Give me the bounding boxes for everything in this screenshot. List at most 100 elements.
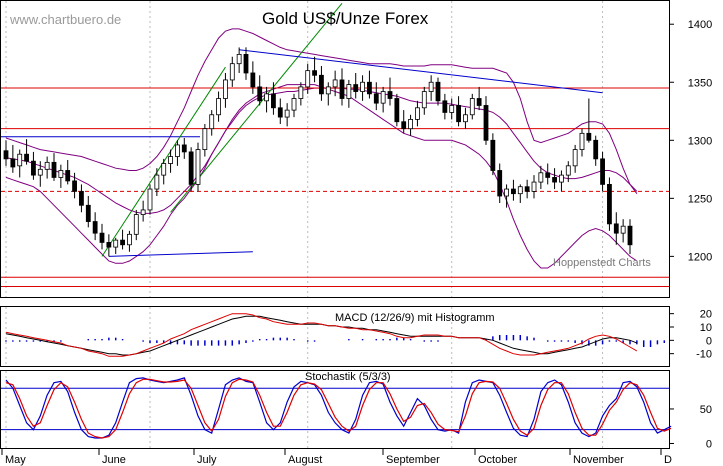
candle xyxy=(37,161,43,187)
candle-body xyxy=(113,239,119,248)
candle-body xyxy=(524,186,530,192)
candle xyxy=(511,179,516,201)
candle-body xyxy=(586,132,592,141)
candle xyxy=(408,114,413,136)
candle-body xyxy=(380,91,386,104)
candle xyxy=(332,70,338,97)
candle xyxy=(387,77,393,106)
candle xyxy=(579,128,585,157)
candle-body xyxy=(552,177,557,183)
candle xyxy=(175,140,180,166)
candle-body xyxy=(394,98,400,123)
candle xyxy=(428,75,434,101)
candle xyxy=(106,234,112,257)
month-label: September xyxy=(386,454,440,466)
candle-body xyxy=(202,128,208,150)
macd-tick-label: 20 xyxy=(700,309,712,321)
stochastic-panel xyxy=(0,370,670,449)
stochastic-title: Stochastik (5/3/3) xyxy=(305,371,391,383)
candle xyxy=(415,100,420,127)
candle xyxy=(401,110,407,134)
candle-body xyxy=(593,139,599,160)
candle xyxy=(140,200,146,222)
candle xyxy=(531,175,537,199)
candle-body xyxy=(401,121,407,130)
candle xyxy=(319,66,324,101)
candle xyxy=(346,79,352,108)
candle-body xyxy=(209,114,215,130)
candle-body xyxy=(188,151,194,185)
candle-body xyxy=(428,81,434,92)
candle xyxy=(209,110,215,136)
candle xyxy=(305,63,311,94)
candle-body xyxy=(627,225,633,246)
month-label: July xyxy=(197,454,217,466)
candle-body xyxy=(181,144,187,153)
candle xyxy=(284,103,290,127)
candle-body xyxy=(10,158,16,168)
candle xyxy=(421,86,427,115)
candle-body xyxy=(538,172,544,183)
candle-body xyxy=(140,209,146,215)
candle-body xyxy=(305,70,311,88)
candle-body xyxy=(243,53,249,74)
candle-body xyxy=(319,74,324,95)
candle-body xyxy=(531,181,537,192)
candle-body xyxy=(559,174,564,183)
candle-body xyxy=(579,132,585,150)
candle-body xyxy=(435,81,441,102)
candle xyxy=(497,163,503,203)
candle-body xyxy=(37,168,43,176)
candle xyxy=(250,61,256,94)
candle-body xyxy=(72,180,77,192)
candle-body xyxy=(92,221,98,234)
candle xyxy=(154,168,160,197)
candle-body xyxy=(17,153,23,167)
candle-body xyxy=(346,84,352,99)
candle xyxy=(216,91,221,122)
candle xyxy=(483,96,489,145)
candle-body xyxy=(31,160,36,176)
candle-body xyxy=(490,139,496,171)
candle-body xyxy=(373,93,379,104)
stochastic-tick-label: 50 xyxy=(700,404,712,416)
candle xyxy=(613,212,619,245)
candle xyxy=(565,161,571,183)
candle xyxy=(181,137,187,159)
candle xyxy=(264,86,269,113)
candle xyxy=(188,147,194,192)
macd-tick-label: -10 xyxy=(696,349,712,361)
candle-body xyxy=(133,214,139,235)
candle xyxy=(195,142,201,192)
candle xyxy=(298,82,304,106)
candle xyxy=(456,96,461,127)
candle xyxy=(360,75,365,101)
price-tick-label: 1400 xyxy=(688,19,712,31)
candle-body xyxy=(613,223,619,234)
candle xyxy=(24,139,29,165)
candle-body xyxy=(353,84,359,92)
candle xyxy=(147,184,153,215)
candle-body xyxy=(229,63,235,81)
candle xyxy=(72,172,77,199)
candle xyxy=(538,165,544,190)
candle-body xyxy=(367,81,372,95)
watermark: www.chartbuero.de xyxy=(9,12,121,27)
candle xyxy=(223,72,228,108)
stochastic-k-line xyxy=(5,377,672,439)
candle xyxy=(517,184,523,203)
candle xyxy=(367,70,372,99)
candle-body xyxy=(250,72,256,88)
price-tick-label: 1350 xyxy=(688,77,712,89)
candle xyxy=(202,124,208,157)
candle-body xyxy=(442,100,448,113)
month-label: August xyxy=(288,454,322,466)
price-tick-label: 1200 xyxy=(688,251,712,263)
candle xyxy=(442,93,448,120)
candle xyxy=(524,179,530,199)
macd-panel xyxy=(0,306,670,367)
candle xyxy=(127,230,132,252)
candle xyxy=(552,168,557,190)
stochastic-tick-label: 0 xyxy=(706,438,712,450)
